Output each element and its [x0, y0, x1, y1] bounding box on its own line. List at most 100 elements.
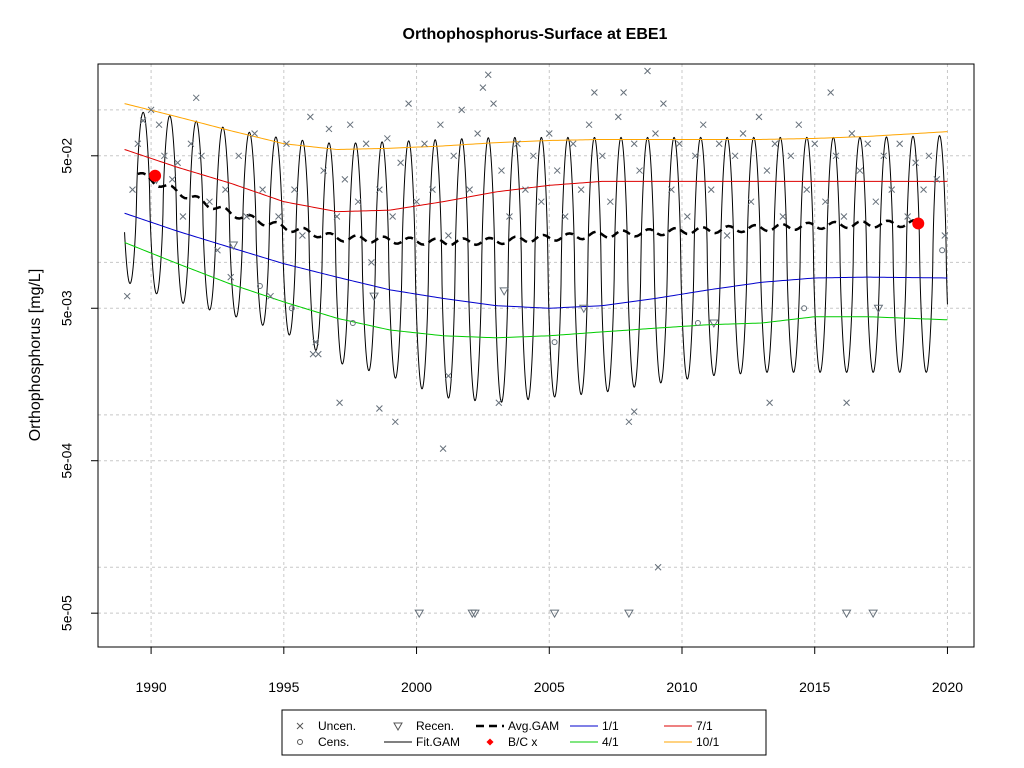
uncensored-point [168, 176, 176, 183]
uncensored-point [691, 152, 699, 160]
legend-item-cens-: Cens. [297, 735, 349, 749]
uncensored-point [445, 232, 452, 239]
recensored-point [873, 304, 884, 314]
legend-label: Recen. [416, 719, 454, 733]
uncensored-point [354, 198, 362, 206]
uncensored-point [925, 152, 933, 160]
x-tick-label-6: 2020 [932, 679, 963, 695]
uncensored-point [630, 140, 638, 148]
legend-label: 4/1 [602, 735, 619, 749]
uncensored-point [529, 152, 537, 160]
bc-point [912, 217, 925, 230]
uncensored-point [821, 198, 829, 206]
uncensored-point [389, 213, 397, 220]
uncensored-point [599, 152, 606, 160]
legend-label: Uncen. [318, 719, 356, 733]
uncensored-point [275, 213, 282, 220]
x-tick-label-2: 2000 [401, 679, 432, 695]
uncensored-point [843, 399, 850, 407]
uncensored-point [490, 100, 497, 107]
uncensored-point [864, 140, 872, 148]
uncensored-point [413, 198, 420, 206]
uncensored-point [192, 94, 200, 102]
uncensored-point [479, 84, 487, 91]
uncensored-point [620, 89, 627, 96]
legend-label: Avg.GAM [508, 719, 559, 733]
uncensored-point [484, 71, 492, 79]
uncensored-point [214, 246, 221, 254]
uncensored-point [376, 186, 383, 193]
uncensored-point [251, 130, 258, 137]
uncensored-point [474, 130, 481, 137]
series-layer [124, 103, 948, 403]
legend-item-uncen-: Uncen. [296, 719, 356, 733]
series-avg-gam [137, 172, 919, 247]
uncensored-point [155, 121, 163, 129]
uncensored-point [458, 106, 466, 114]
uncensored-point [312, 338, 320, 346]
uncensored-point [187, 140, 195, 148]
legend-label: Fit.GAM [416, 735, 460, 749]
censored-point [551, 339, 558, 346]
uncensored-point [299, 232, 306, 239]
uncensored-point [346, 121, 354, 129]
x-tick-label-5: 2015 [799, 679, 830, 695]
uncensored-point [368, 259, 375, 266]
legend: Uncen. Cens. Recen. Fit.GAM Avg.GAM B/C x 1/1 4… [281, 709, 767, 756]
uncensored-point [832, 152, 840, 160]
uncensored-point [341, 176, 349, 183]
uncensored-point [771, 140, 779, 148]
censored-point [694, 320, 701, 327]
legend-item-4-1: 4/1 [570, 735, 619, 749]
uncensored-point [739, 130, 747, 137]
series-7-1 [124, 149, 948, 213]
legend-box [281, 709, 767, 756]
uncensored-point [522, 186, 529, 193]
uncensored-point [723, 232, 731, 239]
uncensored-point [766, 399, 773, 407]
series-10-1 [124, 103, 948, 150]
recensored-point [414, 609, 425, 619]
uncensored-point [577, 186, 585, 193]
series-1-1 [124, 212, 948, 309]
uncensored-point [429, 186, 436, 193]
uncensored-point [779, 213, 787, 220]
uncensored-point [206, 198, 213, 206]
uncensored-point [747, 198, 755, 206]
uncensored-point [840, 213, 848, 220]
uncensored-point [421, 140, 428, 148]
recensored-point [470, 609, 480, 619]
uncensored-point [652, 130, 659, 137]
uncensored-point [437, 121, 444, 129]
recensored-point [369, 292, 379, 302]
uncensored-point [644, 67, 651, 75]
uncensored-point [291, 186, 298, 193]
uncensored-point [630, 408, 638, 415]
uncensored-point [235, 152, 243, 160]
uncensored-point [569, 140, 577, 148]
uncensored-point [731, 152, 739, 160]
uncensored-point [872, 198, 880, 206]
uncensored-point [941, 232, 949, 239]
series-4-1 [124, 242, 948, 339]
legend-label: 7/1 [696, 719, 713, 733]
uncensored-point [545, 130, 553, 137]
censored-point [801, 305, 808, 312]
uncensored-point [606, 198, 614, 206]
uncensored-point [553, 167, 561, 174]
uncensored-point [904, 213, 911, 220]
recensored-point [708, 319, 719, 329]
legend-label: 10/1 [696, 735, 720, 749]
grid [98, 64, 974, 647]
chart-title: Orthophosphorus-Surface at EBE1 [403, 26, 668, 43]
uncensored-point [466, 186, 473, 193]
uncensored-point [227, 273, 235, 281]
uncensored-point [259, 186, 266, 193]
uncensored-point [325, 125, 333, 133]
uncensored-point [811, 140, 819, 148]
x-tick-label-0: 1990 [136, 679, 167, 695]
recensored-point [578, 304, 589, 314]
uncensored-point [848, 130, 856, 137]
uncensored-point [383, 135, 391, 142]
bc-point [149, 169, 162, 182]
